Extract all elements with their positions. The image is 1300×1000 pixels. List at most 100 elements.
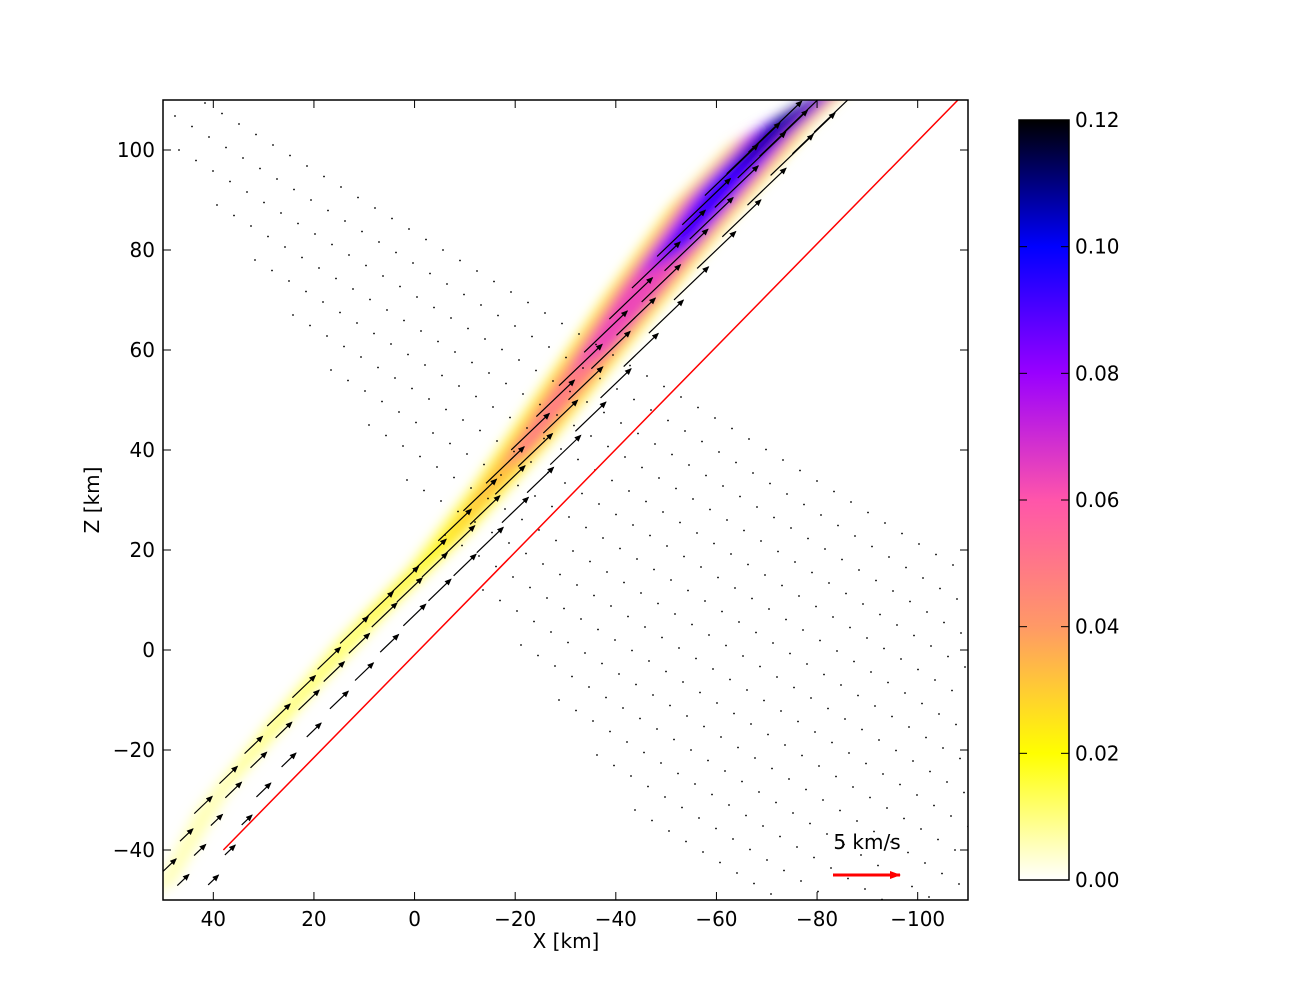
- velocity-dot: [917, 668, 919, 671]
- velocity-dot: [959, 757, 961, 760]
- velocity-dot: [926, 611, 928, 613]
- velocity-dot: [656, 728, 658, 730]
- velocity-dot: [568, 516, 570, 518]
- velocity-dot: [789, 652, 791, 655]
- velocity-dot: [622, 707, 624, 709]
- velocity-dot: [946, 781, 948, 783]
- velocity-dot: [588, 686, 590, 688]
- velocity-dot: [429, 272, 431, 275]
- velocity-dot: [769, 482, 771, 485]
- velocity-dot: [690, 749, 692, 751]
- velocity-dot: [646, 375, 648, 377]
- velocity-dot: [736, 872, 738, 874]
- velocity-dot: [691, 623, 693, 626]
- velocity-dot: [742, 655, 744, 657]
- velocity-dot: [794, 561, 796, 563]
- velocity-dot: [412, 262, 414, 264]
- velocity-dot: [717, 576, 719, 579]
- velocity-dot: [534, 495, 536, 497]
- velocity-dot: [759, 665, 761, 668]
- velocity-dot: [576, 584, 578, 586]
- velocity-dot: [718, 451, 720, 453]
- velocity-dot: [911, 885, 913, 888]
- velocity-arrow: [176, 873, 190, 887]
- velocity-dot: [386, 309, 388, 311]
- velocity-dot: [581, 492, 583, 495]
- velocity-dot: [833, 490, 835, 493]
- velocity-dot: [933, 804, 935, 807]
- velocity-dot: [399, 285, 401, 288]
- velocity-dot: [664, 796, 666, 798]
- velocity-dot: [822, 799, 824, 801]
- velocity-dot: [323, 175, 325, 178]
- velocity-dot: [649, 534, 651, 537]
- velocity-dot: [960, 632, 962, 634]
- velocity-dot: [860, 854, 862, 856]
- velocity-arrow: [348, 632, 371, 654]
- velocity-arrow: [390, 565, 420, 594]
- velocity-dot: [390, 343, 392, 345]
- velocity-dot: [799, 469, 801, 472]
- velocity-dot: [679, 521, 681, 524]
- velocity-dot: [589, 560, 591, 563]
- velocity-dot: [680, 396, 682, 398]
- velocity-dot: [487, 497, 489, 500]
- velocity-dot: [479, 429, 481, 432]
- velocity-dot: [890, 841, 892, 843]
- velocity-dot: [467, 327, 469, 330]
- velocity-dot: [382, 275, 384, 277]
- velocity-arrow: [526, 466, 555, 494]
- velocity-arrow: [266, 703, 291, 727]
- velocity-arrow: [574, 401, 607, 432]
- velocity-dot: [807, 537, 809, 540]
- velocity-dot: [845, 592, 847, 595]
- velocity-arrow: [193, 795, 213, 815]
- velocity-dot: [544, 312, 546, 314]
- velocity-dot: [529, 586, 531, 589]
- velocity-dot: [478, 555, 480, 557]
- velocity-arrow: [163, 858, 177, 872]
- velocity-dot: [857, 694, 859, 697]
- velocity-dot: [492, 406, 494, 408]
- velocity-arrow: [306, 722, 322, 738]
- velocity-dot: [309, 324, 311, 327]
- velocity-dot: [928, 896, 930, 898]
- colorbar: 0.00 0.02 0.04 0.06 0.08 0.10 0.12: [1018, 108, 1120, 892]
- velocity-dot: [585, 526, 587, 529]
- velocity-dot: [535, 369, 537, 372]
- velocity-dot: [497, 314, 499, 317]
- velocity-dot: [873, 830, 875, 833]
- plot-frame: [162, 99, 969, 901]
- velocity-dot: [263, 201, 265, 204]
- velocity-dot: [446, 283, 448, 285]
- velocity-arrow: [641, 264, 682, 303]
- velocity-dot: [596, 754, 598, 756]
- velocity-dot: [861, 728, 863, 731]
- velocity-dot: [814, 731, 816, 733]
- velocity-dot: [651, 819, 653, 822]
- velocity-dot: [837, 524, 839, 527]
- velocity-dot: [788, 778, 790, 780]
- velocity-dot: [731, 427, 733, 430]
- velocity-dot: [630, 775, 632, 777]
- velocity-dot: [805, 788, 807, 791]
- velocity-dot: [318, 267, 320, 269]
- velocity-dot: [571, 675, 573, 678]
- velocity-dot: [636, 558, 638, 560]
- velocity-dot: [378, 241, 380, 243]
- velocity-dot: [669, 704, 671, 707]
- velocity-dot: [900, 658, 902, 660]
- velocity-dot: [951, 689, 953, 692]
- velocity-dot: [331, 243, 333, 246]
- velocity-dot: [619, 547, 621, 550]
- velocity-arrow: [210, 813, 224, 827]
- plot-area: 5 km/s 40 20 0 −20 −40 −60 −80 −100 −40−2002040…: [80, 99, 969, 953]
- velocity-dot: [856, 820, 858, 822]
- velocity-dot: [709, 508, 711, 511]
- velocity-dot: [470, 487, 472, 489]
- velocity-dot: [943, 621, 945, 624]
- velocity-arrow: [721, 199, 762, 238]
- velocity-dot: [445, 408, 447, 411]
- velocity-dot: [668, 830, 670, 832]
